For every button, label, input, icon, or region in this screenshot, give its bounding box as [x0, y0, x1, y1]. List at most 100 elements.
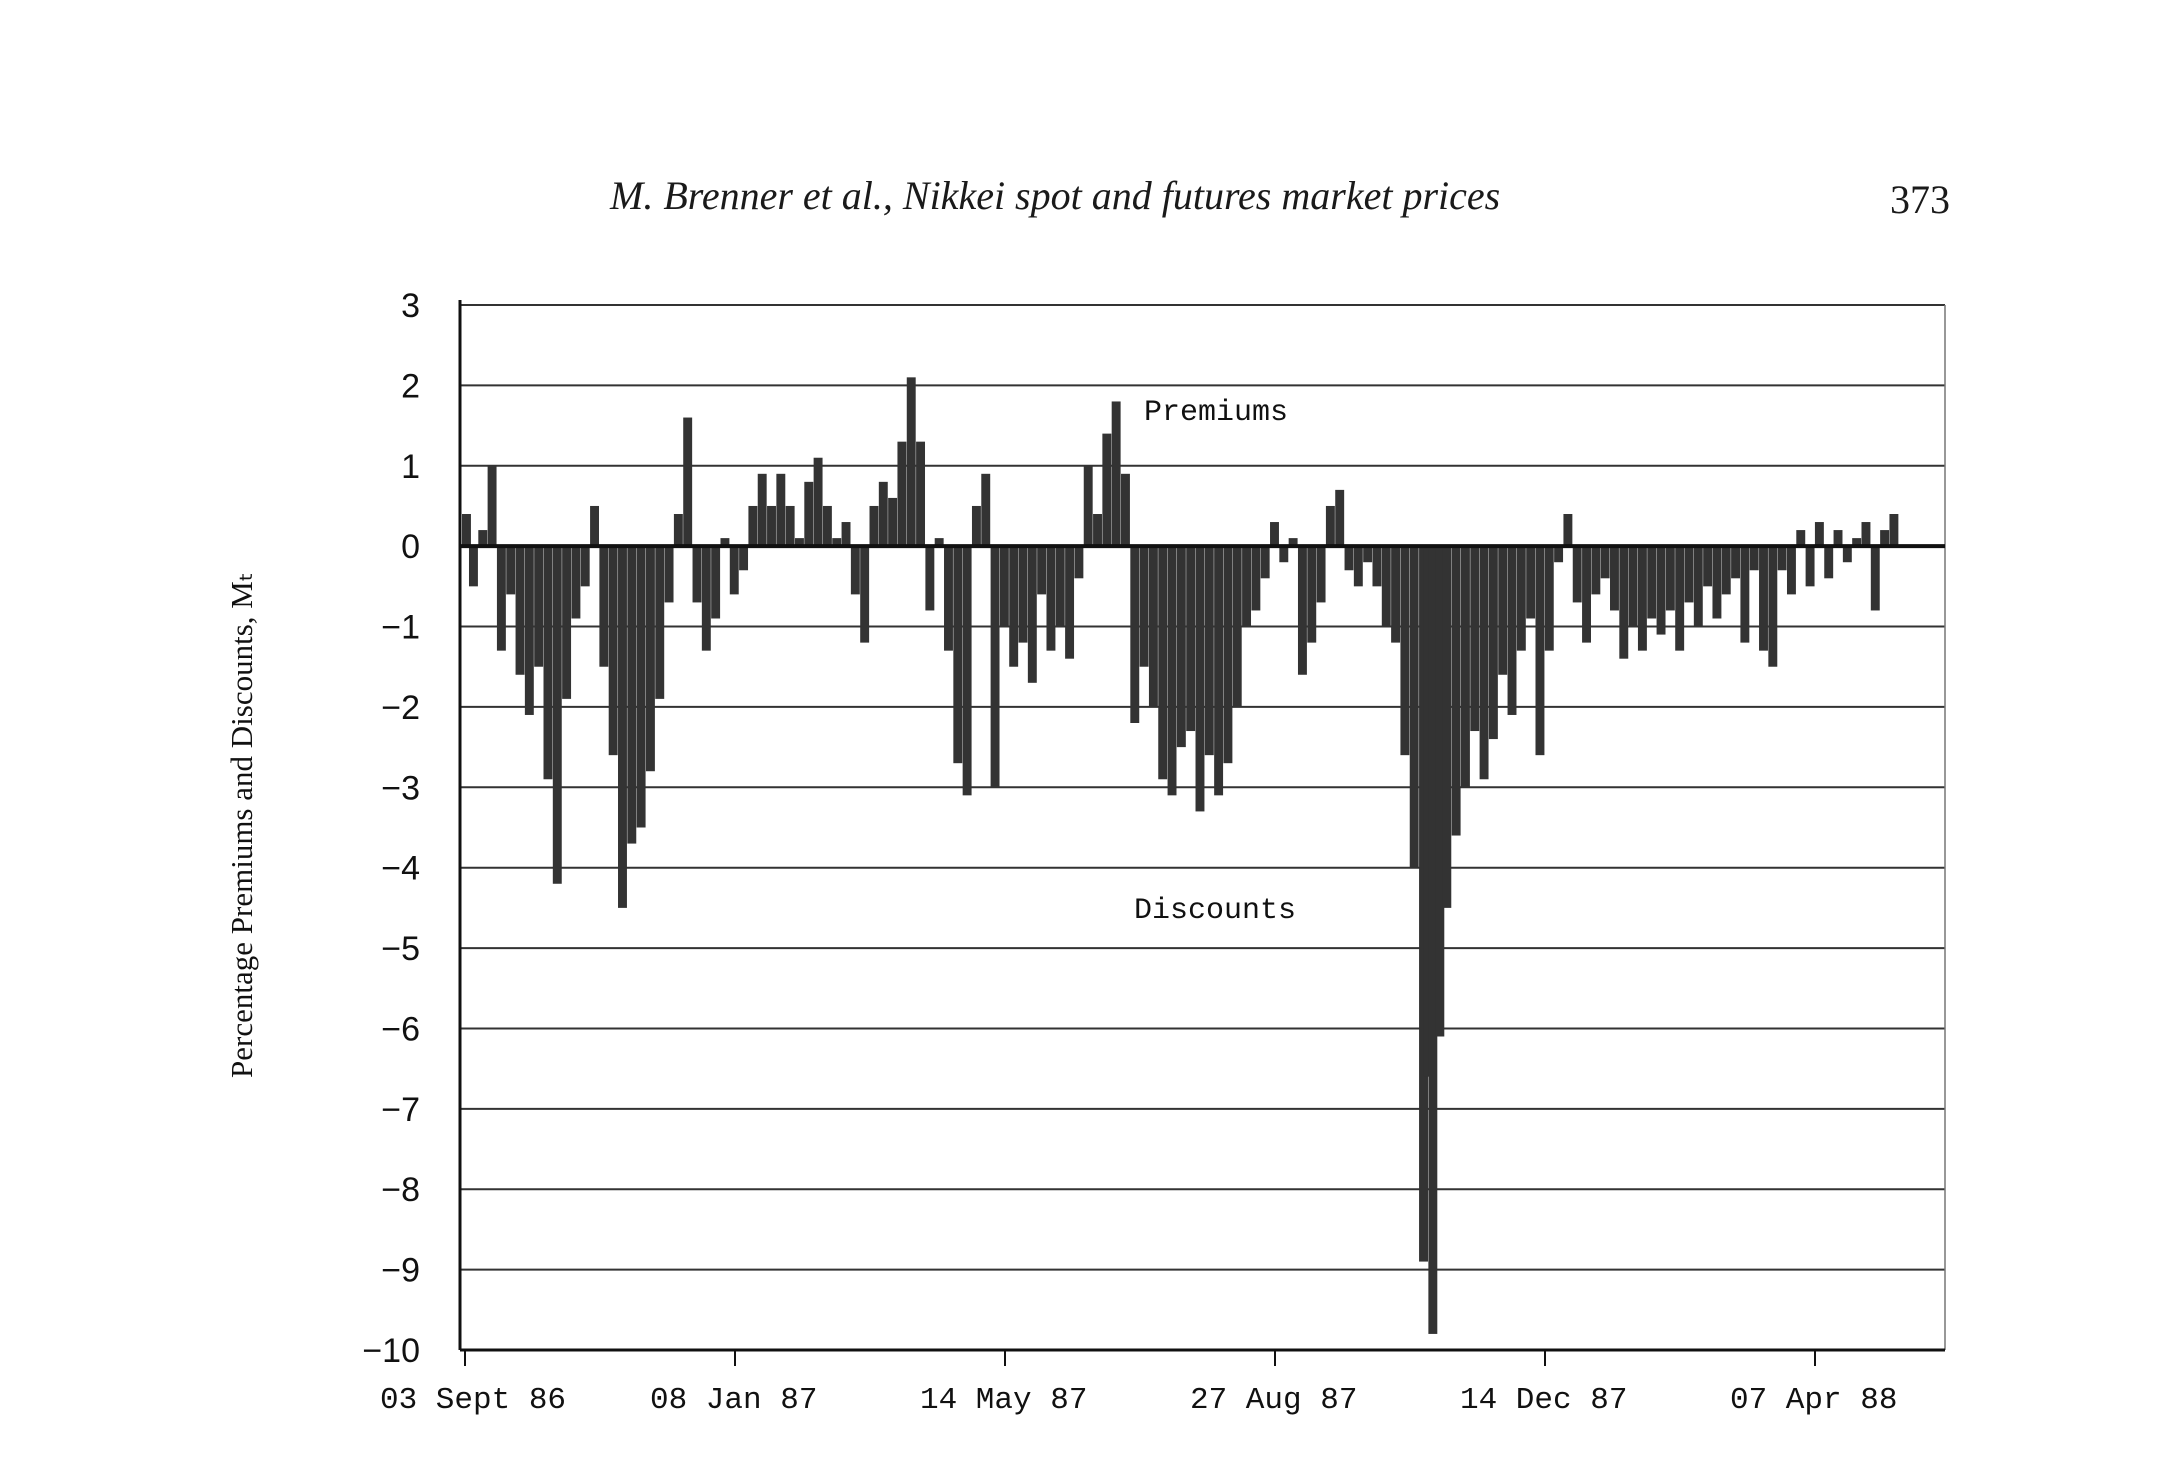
- x-tick-labels: 03 Sept 86 08 Jan 87 14 May 87 27 Aug 87 14 …: [380, 1350, 1897, 1418]
- bar: [897, 441, 907, 547]
- bar: [1786, 546, 1796, 595]
- bar: [1353, 546, 1363, 587]
- running-head: M. Brenner et al., Nikkei spot and futur…: [610, 173, 1501, 218]
- bar: [496, 546, 506, 651]
- bar: [608, 546, 618, 756]
- bar: [1046, 546, 1056, 651]
- bar: [1251, 546, 1261, 611]
- bar: [981, 473, 991, 547]
- bar: [1544, 546, 1554, 651]
- x-tick-label: 14 May 87: [920, 1383, 1087, 1418]
- bar: [1083, 465, 1093, 547]
- y-tick-label: 0: [401, 528, 420, 566]
- bar: [636, 546, 646, 828]
- y-tick-label: −6: [381, 1010, 420, 1048]
- bar: [1139, 546, 1149, 667]
- bar: [1880, 530, 1890, 547]
- bar: [1665, 546, 1675, 611]
- bar: [1232, 546, 1242, 707]
- bar: [1712, 546, 1722, 619]
- bar: [813, 457, 823, 547]
- bar: [804, 481, 814, 547]
- bar: [1316, 546, 1326, 603]
- bar: [1111, 401, 1121, 547]
- bar: [1619, 546, 1629, 659]
- y-tick-label: −4: [381, 850, 420, 888]
- bar: [1563, 514, 1573, 547]
- bar: [729, 546, 739, 595]
- bar: [916, 441, 926, 547]
- y-tick-label: −3: [381, 769, 420, 807]
- gridlines: [460, 304, 1946, 1351]
- bar: [1870, 546, 1880, 611]
- bar: [524, 546, 534, 715]
- bar: [1009, 546, 1019, 667]
- bar: [1610, 546, 1619, 611]
- x-tick-label: 14 Dec 87: [1460, 1383, 1627, 1418]
- bar: [571, 546, 581, 619]
- bar: [739, 546, 749, 571]
- bar: [1055, 546, 1065, 627]
- bar: [888, 497, 898, 547]
- bar: [1195, 546, 1205, 812]
- bar: [962, 546, 972, 796]
- bar: [767, 505, 776, 547]
- bar: [1074, 546, 1084, 579]
- bar: [1288, 538, 1298, 547]
- bar: [1419, 546, 1428, 1262]
- bar: [1037, 546, 1047, 595]
- bar: [1507, 546, 1517, 715]
- bar: [1824, 546, 1834, 579]
- bar: [1479, 546, 1489, 780]
- bar: [1400, 546, 1410, 756]
- y-tick-label: −8: [381, 1171, 420, 1209]
- bar: [1460, 546, 1470, 788]
- bar: [906, 377, 916, 547]
- y-tick-label: −2: [381, 689, 420, 727]
- bar: [720, 538, 730, 547]
- y-tick-label: 1: [401, 448, 420, 486]
- bar: [1833, 530, 1843, 547]
- bar: [925, 546, 935, 611]
- bar: [515, 546, 525, 675]
- y-tick-label: −9: [381, 1252, 420, 1290]
- annotation-discounts: Discounts: [1134, 894, 1296, 928]
- bar: [618, 546, 627, 908]
- bar: [692, 546, 702, 603]
- bar: [1363, 546, 1373, 563]
- bar: [1204, 546, 1214, 756]
- bar: [1435, 546, 1445, 1037]
- bar: [1889, 514, 1899, 547]
- bar: [785, 505, 795, 547]
- bar: [1297, 546, 1307, 675]
- bar: [841, 522, 851, 547]
- bar: [1554, 546, 1564, 563]
- bar: [478, 530, 488, 547]
- bar: [655, 546, 665, 699]
- bar: [1381, 546, 1391, 627]
- bar: [1260, 546, 1270, 579]
- y-tick-labels: 3 2 1 0 −1 −2 −3 −4 −5 −6 −7 −8 −9 −10: [362, 287, 420, 1370]
- bar: [1307, 546, 1317, 643]
- y-tick-label: 3: [401, 287, 420, 325]
- bar: [462, 514, 471, 547]
- bar: [1814, 522, 1824, 547]
- axes: [458, 300, 1945, 1352]
- bar: [1777, 546, 1787, 571]
- bar: [860, 546, 870, 643]
- bar: [1242, 546, 1252, 627]
- bar: [934, 538, 944, 547]
- bar: [1498, 546, 1508, 675]
- bar: [1637, 546, 1647, 651]
- bar: [1703, 546, 1713, 587]
- bar: [999, 546, 1009, 627]
- bar: [468, 546, 478, 587]
- y-tick-label: −5: [381, 930, 420, 968]
- bar: [1372, 546, 1382, 587]
- bar: [1535, 546, 1545, 756]
- bar: [1120, 473, 1130, 547]
- bar: [1167, 546, 1177, 796]
- bar: [1656, 546, 1666, 635]
- bar: [1749, 546, 1759, 571]
